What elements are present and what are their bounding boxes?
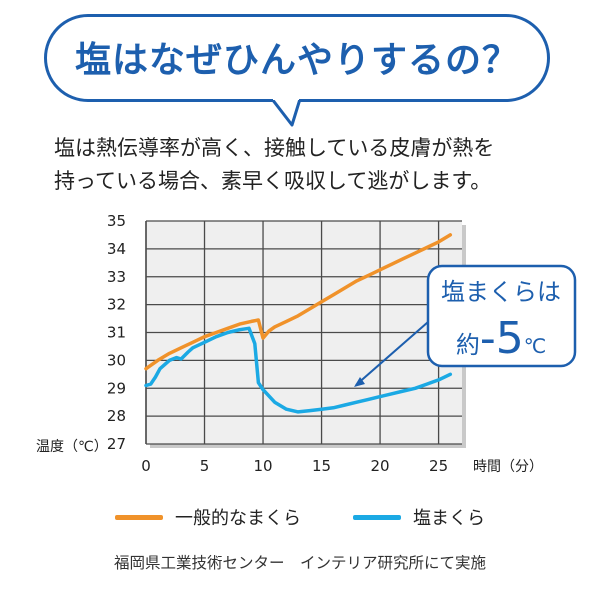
y-tick-label: 29 — [107, 379, 126, 397]
x-tick-label: 15 — [312, 457, 331, 475]
description-line-1: 塩は熱伝導率が高く、接触している皮膚が熱を — [54, 136, 495, 160]
y-tick-label: 35 — [107, 212, 126, 230]
x-tick-label: 5 — [200, 457, 210, 475]
legend-item-general: 一般的なまくら — [115, 504, 301, 530]
legend-swatch-general — [115, 514, 163, 520]
callout-line-2: 約-5℃ — [456, 313, 546, 364]
callout-arrow — [355, 321, 429, 386]
y-tick-label: 34 — [107, 240, 126, 258]
x-tick-labels: 0 5 10 15 20 25 — [141, 457, 448, 475]
x-tick-label: 0 — [141, 457, 151, 475]
description-line-2: 持っている場合、素早く吸収して逃がします。 — [54, 169, 492, 193]
y-tick-labels: 27 28 29 30 31 32 33 34 35 — [107, 212, 126, 453]
y-tick-label: 33 — [107, 268, 126, 286]
legend: 一般的なまくら 塩まくら — [0, 504, 600, 530]
series-line-general-pillow — [144, 233, 453, 371]
footer-note: 福岡県工業技術センター インテリア研究所にて実施 — [113, 554, 486, 572]
y-axis-label: 温度（℃） — [36, 439, 108, 455]
description: 塩は熱伝導率が高く、接触している皮膚が熱を 持っている場合、素早く吸収して逃がし… — [54, 132, 574, 198]
callout-value: -5 — [480, 313, 524, 364]
series-line-salt-pillow — [144, 326, 453, 414]
x-tick-label: 10 — [253, 457, 272, 475]
x-tick-label: 25 — [429, 457, 448, 475]
y-tick-label: 28 — [107, 407, 126, 425]
y-tick-label: 27 — [107, 435, 126, 453]
legend-label-salt: 塩まくら — [413, 508, 485, 529]
y-tick-label: 31 — [107, 324, 126, 342]
page-title: 塩はなぜひんやりするの？ — [74, 40, 519, 81]
legend-label-general: 一般的なまくら — [175, 508, 301, 529]
bubble-tail — [272, 99, 302, 127]
y-tick-label: 30 — [107, 351, 126, 369]
callout-unit: ℃ — [524, 334, 546, 358]
title-bubble: 塩はなぜひんやりするの？ — [44, 14, 550, 102]
x-tick-label: 20 — [371, 457, 390, 475]
x-axis-label: 時間（分） — [473, 459, 543, 475]
legend-item-salt: 塩まくら — [353, 504, 485, 530]
y-tick-label: 32 — [107, 296, 126, 314]
callout-prefix: 約 — [456, 331, 480, 359]
callout-arrow-head — [354, 377, 365, 387]
callout-line-1: 塩まくらは — [441, 278, 561, 306]
series-layer — [144, 233, 453, 414]
callout-box — [426, 264, 577, 368]
legend-swatch-salt — [353, 514, 401, 520]
